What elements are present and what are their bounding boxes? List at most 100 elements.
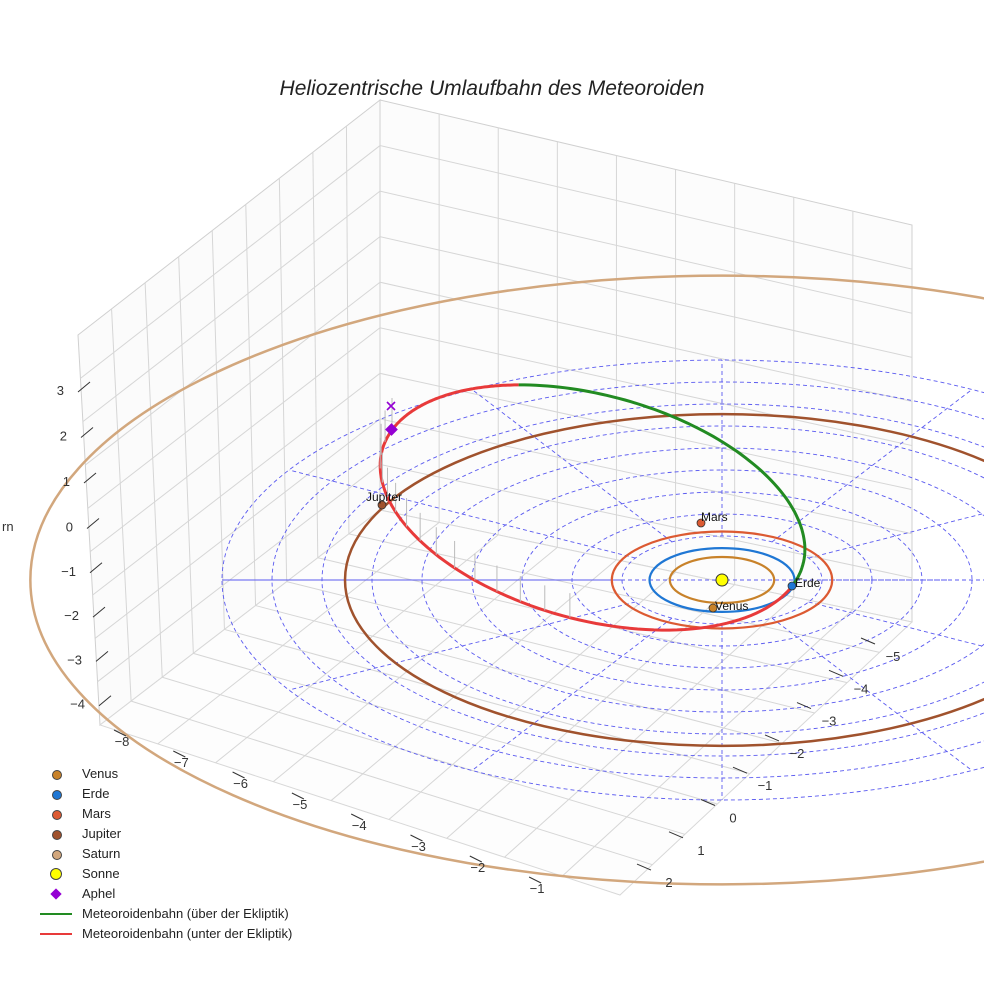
grid-line xyxy=(255,605,783,744)
x-axis-ticks: −8 −7 −6 −5 −4 −3 −2 −1 xyxy=(113,729,545,896)
legend-item-jupiter[interactable]: Jupiter xyxy=(40,824,292,844)
ecliptic-ray xyxy=(808,512,984,559)
y-axis-ticks: −5 −4 −3 −2 −1 0 1 2 xyxy=(636,637,901,890)
orbit-jupiter xyxy=(343,412,984,748)
orbit-mars xyxy=(610,530,834,630)
grid-line xyxy=(87,281,381,509)
legend-item-aphel[interactable]: Aphel xyxy=(40,884,292,904)
legend-item-saturn[interactable]: Saturn xyxy=(40,844,292,864)
planet-orbits xyxy=(29,274,984,886)
y-tick xyxy=(700,799,716,806)
legend-item-erde[interactable]: Erde xyxy=(40,784,292,804)
grid-line xyxy=(388,571,676,820)
grid-line xyxy=(162,676,686,835)
erde-label: Erde xyxy=(795,576,821,590)
grid-line xyxy=(312,152,319,558)
grid-line xyxy=(504,596,795,858)
z-tick-label: −4 xyxy=(70,697,85,712)
z-tick-label: −2 xyxy=(64,608,79,623)
y-tick xyxy=(860,637,876,645)
grid-line xyxy=(273,546,558,783)
grid-line xyxy=(92,372,381,596)
grid-line xyxy=(157,522,440,745)
grid-line xyxy=(379,145,913,270)
sun-point xyxy=(715,573,729,587)
jupiter-point xyxy=(377,500,387,510)
x-tick-label: −8 xyxy=(115,734,130,749)
mars-point xyxy=(696,518,706,528)
grid-line xyxy=(111,308,132,702)
grid-line xyxy=(345,126,350,534)
grid-line xyxy=(379,463,913,579)
y-tick xyxy=(828,669,844,677)
red-line-icon xyxy=(40,933,72,935)
jupiter-marker-icon xyxy=(52,830,62,840)
y-tick xyxy=(764,734,780,742)
mars-marker-icon xyxy=(52,810,62,820)
legend-item-path-below[interactable]: Meteoroidenbahn (unter der Ekliptik) xyxy=(40,924,292,944)
z-tick-label: −3 xyxy=(67,652,82,667)
x-tick xyxy=(232,771,245,779)
y-tick xyxy=(732,766,748,774)
y-tick-label: −5 xyxy=(886,649,901,664)
x-tick xyxy=(113,729,127,737)
x-tick xyxy=(291,792,305,800)
legend-item-mars[interactable]: Mars xyxy=(40,804,292,824)
mars-label: Mars xyxy=(701,510,728,524)
grid-line xyxy=(379,372,913,491)
z-tick xyxy=(98,695,112,707)
grid-line xyxy=(278,178,288,582)
z-axis-label: rn xyxy=(2,519,14,534)
meteoroid-path-below xyxy=(378,429,795,632)
z-axis-ticks: 3 2 1 0 −1 −2 −3 −4 xyxy=(57,381,112,712)
z-tick xyxy=(80,427,94,438)
grid-line xyxy=(561,609,854,877)
venus-marker-icon xyxy=(52,770,62,780)
orbit-saturn xyxy=(29,274,984,886)
x-tick-label: −3 xyxy=(411,839,426,854)
y-tick-label: 1 xyxy=(697,843,704,858)
jupiter-label: Jupiter xyxy=(366,490,402,504)
z-tick xyxy=(89,562,103,574)
grid-line xyxy=(286,581,815,714)
ecliptic-ray xyxy=(808,601,984,648)
y-tick xyxy=(668,831,684,839)
green-line-icon xyxy=(40,913,72,915)
z-tick xyxy=(83,472,97,484)
y-tick-label: −2 xyxy=(790,746,805,761)
y-tick-label: −4 xyxy=(854,681,869,696)
x-tick xyxy=(350,813,364,821)
markers: Venus Erde Mars Jupiter xyxy=(366,401,821,613)
x-tick-label: −2 xyxy=(470,860,485,875)
erde-marker-icon xyxy=(52,790,62,800)
x-tick-label: −7 xyxy=(174,755,189,770)
grid-line xyxy=(224,628,750,775)
legend: Venus Erde Mars Jupiter Saturn Sonne Aph… xyxy=(40,764,292,944)
grid-line xyxy=(178,256,194,654)
meteoroid-path-above xyxy=(518,383,807,586)
grid-line xyxy=(379,236,913,358)
grid-line xyxy=(193,652,718,805)
grid-line xyxy=(85,236,381,466)
x-tick-label: −6 xyxy=(233,776,248,791)
grid-line xyxy=(379,418,913,535)
y-tick xyxy=(636,863,652,871)
gridlines xyxy=(80,113,913,877)
meteoroid-path-below xyxy=(390,383,519,431)
z-tick-label: 1 xyxy=(63,474,70,489)
x-tick-label: −1 xyxy=(530,881,545,896)
y-tick-label: 0 xyxy=(729,811,736,826)
orbit-erde xyxy=(648,546,796,613)
legend-item-sonne[interactable]: Sonne xyxy=(40,864,292,884)
x-tick-label: −5 xyxy=(292,797,307,812)
grid-line xyxy=(94,418,381,639)
legend-item-path-above[interactable]: Meteoroidenbahn (über der Ekliptik) xyxy=(40,904,292,924)
grid-line xyxy=(80,145,381,379)
legend-item-venus[interactable]: Venus xyxy=(40,764,292,784)
aphel-point xyxy=(385,423,398,436)
ecliptic-ray xyxy=(288,601,636,691)
ecliptic-ray xyxy=(288,469,636,559)
y-tick-label: −1 xyxy=(758,778,773,793)
z-tick-label: 0 xyxy=(66,520,73,535)
y-tick-label: −3 xyxy=(822,714,837,729)
